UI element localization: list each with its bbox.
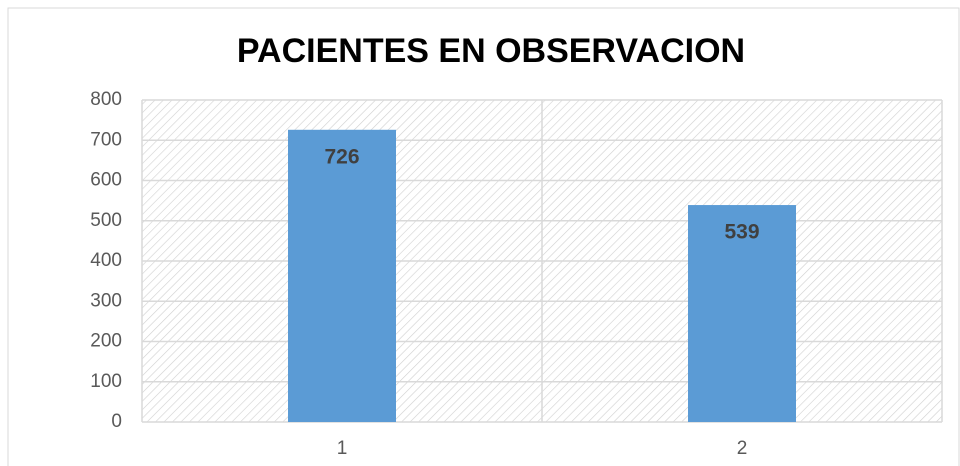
- y-tick-label: 700: [90, 129, 122, 150]
- y-tick-label: 100: [90, 371, 122, 392]
- y-tick-label: 500: [90, 210, 122, 231]
- y-tick-label: 200: [90, 331, 122, 352]
- y-tick-label: 800: [90, 89, 122, 110]
- y-tick-label: 300: [90, 290, 122, 311]
- x-tick-label: 2: [737, 438, 748, 459]
- chart-title: PACIENTES EN OBSERVACION: [237, 32, 745, 70]
- data-label: 726: [324, 145, 359, 168]
- y-tick-label: 600: [90, 170, 122, 191]
- bar: [688, 205, 796, 422]
- y-tick-label: 0: [111, 411, 122, 432]
- x-tick-label: 1: [337, 438, 348, 459]
- data-label: 539: [724, 221, 759, 244]
- y-tick-label: 400: [90, 250, 122, 271]
- bar: [288, 129, 396, 422]
